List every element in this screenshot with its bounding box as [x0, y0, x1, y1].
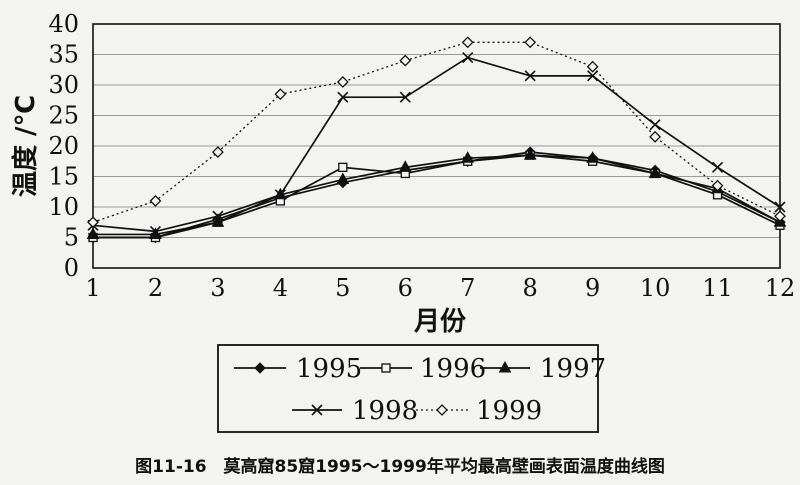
x-tick-label-7: 7: [460, 274, 475, 302]
x-tick-label-11: 11: [702, 274, 733, 302]
y-tick-label-20: 20: [48, 132, 79, 160]
data-point-1999-11: [711, 179, 724, 192]
x-tick-label-1: 1: [85, 274, 100, 302]
data-point-1998-3: [212, 210, 224, 222]
data-point-1998-6: [399, 91, 411, 103]
legend-label-1995: 1995: [296, 354, 362, 384]
x-tick-label-5: 5: [335, 274, 350, 302]
series-line-1995: [93, 151, 781, 239]
data-point-1997-10: [648, 166, 662, 178]
x-tick-label-3: 3: [210, 274, 225, 302]
legend-marker-1996: [381, 363, 391, 373]
data-point-1999-3: [211, 146, 224, 159]
y-tick-label-25: 25: [48, 102, 79, 130]
legend-marker-1997: [498, 360, 512, 373]
series-line-1998: [92, 56, 781, 233]
data-point-1998-5: [337, 91, 349, 103]
data-point-1999-7: [461, 36, 474, 49]
x-tick-label-2: 2: [148, 274, 163, 302]
data-point-1996-5: [338, 162, 348, 173]
data-point-1997-5: [336, 172, 350, 185]
legend-marker-1998: [311, 404, 323, 416]
data-point-1999-9: [586, 60, 599, 73]
y-tick-label-5: 5: [64, 224, 79, 252]
data-point-1999-10: [649, 130, 662, 143]
data-point-1998-11: [711, 161, 724, 173]
x-tick-label-8: 8: [523, 274, 538, 302]
legend-marker-1999: [436, 404, 448, 416]
y-tick-label-35: 35: [48, 41, 79, 69]
data-point-1997-1: [86, 227, 100, 239]
series-line-1997: [93, 154, 781, 236]
data-point-1999-5: [336, 76, 349, 88]
data-point-1999-12: [774, 210, 786, 223]
data-point-1998-9: [587, 70, 599, 82]
x-tick-label-9: 9: [585, 274, 600, 302]
data-point-1999-4: [274, 88, 287, 101]
x-axis-label: 月份: [413, 307, 466, 337]
data-point-1999-2: [149, 194, 162, 207]
y-tick-label-15: 15: [48, 163, 79, 191]
data-point-1998-4: [274, 189, 286, 201]
figure-caption: 图11-16 莫高窟85窟1995～1999年平均最高壁画表面温度曲线图: [135, 457, 665, 477]
x-tick-label-10: 10: [640, 274, 671, 302]
plot-area-frame: [92, 23, 781, 269]
y-tick-label-10: 10: [48, 193, 79, 221]
legend-label-1998: 1998: [352, 396, 418, 426]
y-tick-label-30: 30: [48, 71, 79, 99]
legend-label-1999: 1999: [476, 396, 542, 426]
data-point-1999-6: [399, 54, 412, 67]
data-point-1998-2: [149, 225, 162, 237]
series-line-1999: [92, 41, 781, 223]
data-point-1997-3: [211, 215, 225, 227]
legend-label-1997: 1997: [540, 354, 606, 384]
data-point-1998-7: [462, 51, 474, 64]
data-point-1997-9: [586, 151, 599, 163]
x-tick-label-12: 12: [765, 274, 796, 302]
data-point-1998-8: [524, 70, 536, 82]
data-point-1997-7: [461, 151, 475, 163]
data-point-1997-8: [523, 148, 537, 160]
x-tick-label-6: 6: [398, 274, 413, 302]
data-point-1998-10: [649, 119, 661, 131]
legend-marker-1995: [254, 362, 266, 374]
data-point-1999-8: [524, 36, 537, 49]
data-point-1999-1: [87, 216, 99, 229]
legend-box: [217, 344, 599, 433]
y-axis-label: 温度 /℃: [10, 95, 41, 197]
y-tick-label-40: 40: [48, 10, 79, 38]
y-tick-label-0: 0: [64, 254, 79, 282]
legend-label-1996: 1996: [420, 354, 486, 384]
x-tick-label-4: 4: [273, 274, 288, 302]
data-point-1997-6: [398, 160, 412, 172]
data-point-1998-12: [774, 201, 786, 213]
